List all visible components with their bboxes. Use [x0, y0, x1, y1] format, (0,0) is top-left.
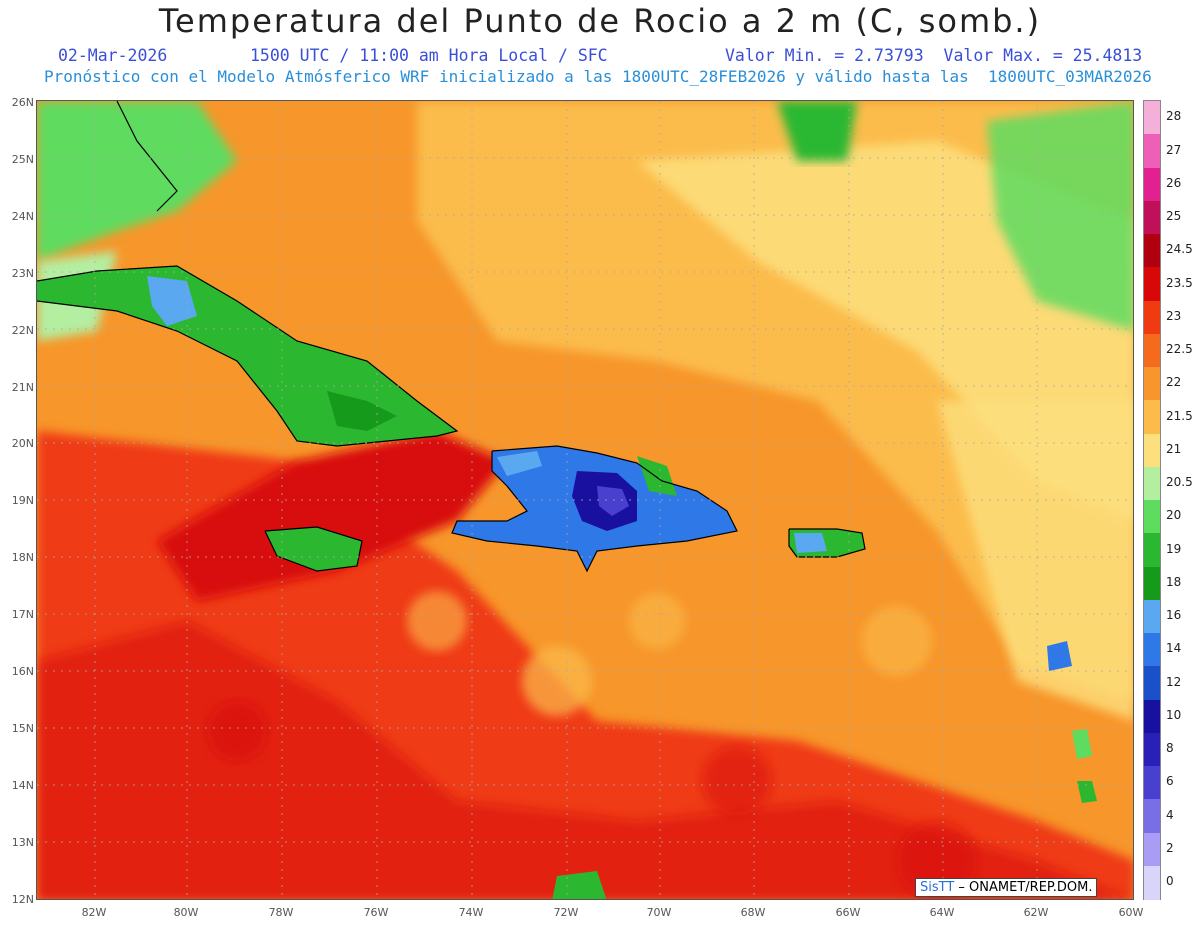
color-scale-label: 25	[1166, 209, 1182, 223]
model-description: Pronóstico con el Modelo Atmósferico WRF…	[44, 67, 1152, 86]
credit-box: SisTT – ONAMET/REP.DOM.	[915, 878, 1098, 897]
forecast-time: 1500 UTC / 11:00 am Hora Local / SFC	[250, 46, 608, 65]
color-scale-label: 21	[1166, 441, 1182, 456]
color-scale-label: 0	[1166, 874, 1174, 888]
color-scale-label: 19	[1166, 541, 1182, 556]
longitude-label: 70W	[646, 906, 672, 919]
longitude-label: 72W	[553, 906, 579, 919]
color-scale-label: 2	[1166, 840, 1174, 855]
longitude-label: 60W	[1118, 906, 1144, 919]
latitude-label: 22N	[11, 323, 34, 337]
color-scale-label: 8	[1166, 741, 1174, 755]
latitude-label: 12N	[11, 892, 34, 906]
longitude-label: 66W	[835, 906, 861, 919]
color-scale-label: 22	[1166, 375, 1182, 390]
color-scale-label: 26	[1166, 175, 1182, 190]
longitude-label: 82W	[81, 906, 107, 919]
color-scale-segment	[1144, 234, 1160, 268]
color-scale-label: 24.5	[1166, 242, 1193, 257]
color-scale-segment	[1144, 200, 1160, 235]
latitude-label: 21N	[11, 380, 34, 394]
color-scale-segment	[1144, 732, 1160, 767]
color-scale-label: 20.5	[1166, 475, 1193, 489]
color-scale-bar	[1143, 100, 1161, 900]
color-scale-label: 10	[1166, 707, 1182, 722]
forecast-date: 02-Mar-2026	[58, 46, 168, 65]
color-scale-label: 14	[1166, 641, 1182, 656]
color-scale-label: 28	[1166, 109, 1182, 124]
color-scale-segment	[1144, 167, 1160, 202]
color-scale-segment	[1144, 832, 1160, 867]
color-scale-segment	[1144, 400, 1160, 434]
color-scale-segment	[1144, 433, 1160, 468]
color-scale-label: 16	[1166, 608, 1182, 622]
latitude-label: 13N	[11, 835, 34, 849]
color-scale-segment	[1144, 699, 1160, 734]
latitude-label: 23N	[11, 266, 34, 280]
longitude-label: 76W	[363, 906, 389, 919]
longitude-label: 80W	[173, 906, 199, 919]
latitude-label: 14N	[11, 778, 34, 792]
latitude-label: 24N	[11, 209, 34, 223]
sis-logo: SisTT	[920, 880, 955, 895]
color-scale-segment	[1144, 633, 1160, 667]
color-scale-label: 12	[1166, 674, 1182, 689]
color-scale-label: 23	[1166, 308, 1182, 323]
longitude-label: 78W	[268, 906, 294, 919]
color-scale-segment	[1144, 865, 1160, 900]
color-scale-segment	[1144, 466, 1160, 501]
color-scale-segment	[1144, 333, 1160, 368]
color-scale-label: 6	[1166, 774, 1174, 789]
dewpoint-field	[37, 101, 1133, 899]
color-scale-segment	[1144, 566, 1160, 601]
color-scale-label: 23.5	[1166, 275, 1193, 290]
color-scale-label: 27	[1166, 142, 1182, 157]
latitude-label: 16N	[11, 665, 34, 678]
longitude-label: 68W	[740, 906, 766, 919]
color-scale-segment	[1144, 367, 1160, 401]
latitude-label: 15N	[11, 721, 34, 735]
color-scale-label: 18	[1166, 574, 1182, 589]
map-title: Temperatura del Punto de Rocio a 2 m (C,…	[158, 2, 1042, 40]
color-scale-segment	[1144, 599, 1160, 634]
color-scale-label: 22.5	[1166, 342, 1193, 356]
color-scale-segment	[1144, 766, 1160, 800]
color-scale-label: 4	[1166, 807, 1174, 822]
latitude-label: 20N	[11, 437, 34, 451]
color-scale-segment	[1144, 533, 1160, 567]
latitude-label: 26N	[11, 96, 34, 109]
longitude-label: 74W	[458, 906, 484, 919]
longitude-label: 62W	[1023, 906, 1049, 919]
color-scale-label: 20	[1166, 508, 1182, 523]
credit-text: – ONAMET/REP.DOM.	[954, 880, 1093, 895]
color-scale-segment	[1144, 666, 1160, 700]
color-scale-segment	[1144, 101, 1160, 135]
longitude-label: 64W	[929, 906, 955, 919]
latitude-label: 17N	[11, 608, 34, 622]
value-range: Valor Min. = 2.73793 Valor Max. = 25.481…	[725, 46, 1143, 65]
dewpoint-map	[36, 100, 1134, 900]
color-scale-segment	[1144, 267, 1160, 301]
latitude-label: 25N	[11, 152, 34, 166]
latitude-label: 18N	[11, 551, 34, 565]
latitude-label: 19N	[11, 494, 34, 508]
color-scale-segment	[1144, 300, 1160, 335]
color-scale-segment	[1144, 134, 1160, 168]
color-scale-label: 21.5	[1166, 408, 1193, 423]
color-scale-segment	[1144, 799, 1160, 833]
color-scale-segment	[1144, 500, 1160, 534]
